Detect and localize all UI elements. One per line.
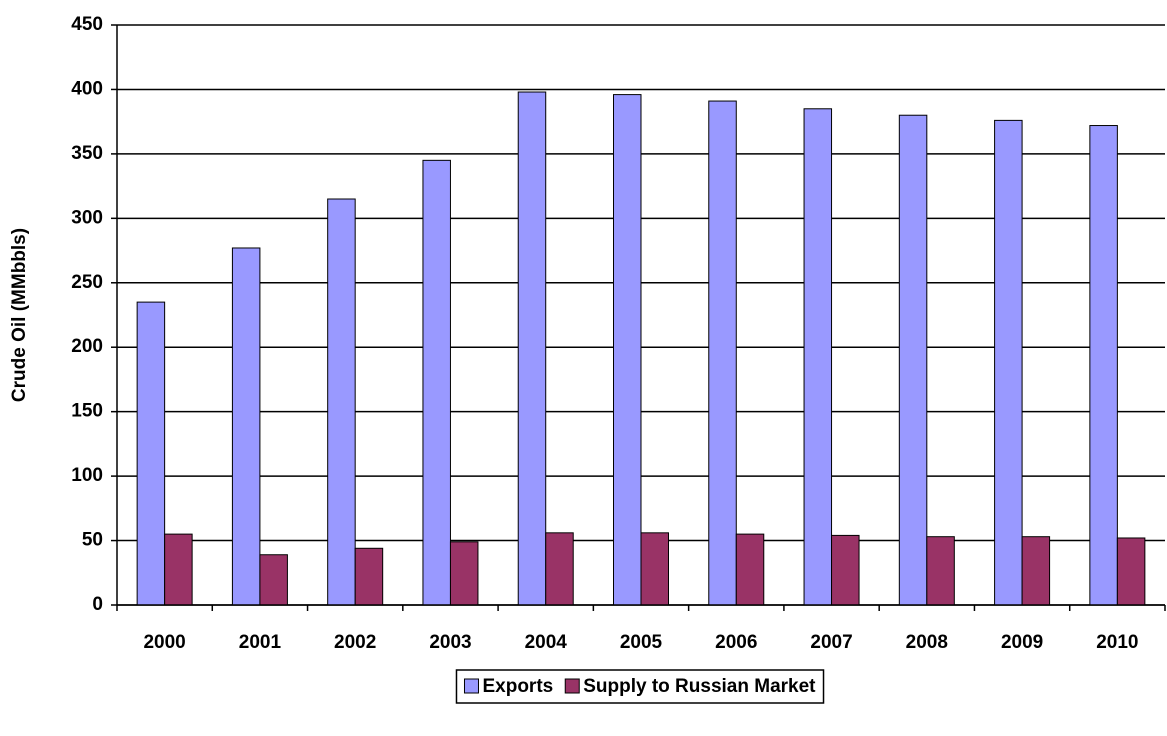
y-tick-label: 400 — [71, 78, 103, 99]
y-tick-label: 300 — [71, 207, 103, 228]
y-tick-label: 0 — [92, 594, 103, 615]
bar — [1116, 537, 1146, 606]
x-tick-label: 2006 — [715, 632, 757, 653]
bar — [708, 100, 737, 606]
x-tick-label: 2009 — [1001, 632, 1043, 653]
bar — [136, 301, 166, 606]
bar — [422, 159, 451, 606]
bar — [994, 119, 1023, 606]
bar — [1021, 536, 1051, 606]
y-tick-label: 350 — [71, 143, 103, 164]
legend-label: Supply to Russian Market — [583, 676, 816, 697]
y-axis-title: Crude Oil (MMbbls) — [9, 228, 30, 402]
bar — [259, 554, 288, 606]
bar — [613, 94, 642, 606]
bar — [898, 114, 928, 606]
bar — [327, 198, 356, 606]
bar — [164, 533, 193, 606]
bar — [1089, 125, 1118, 606]
y-tick-label: 450 — [71, 14, 103, 35]
y-tick-label: 50 — [82, 530, 103, 551]
y-tick-label: 200 — [71, 336, 103, 357]
bar — [545, 532, 574, 606]
x-tick-label: 2007 — [810, 632, 852, 653]
bar — [640, 532, 669, 606]
y-tick-label: 250 — [71, 272, 103, 293]
legend-swatch — [463, 678, 479, 694]
bar — [517, 91, 547, 606]
x-tick-label: 2002 — [334, 632, 376, 653]
bar — [831, 534, 860, 606]
legend-swatch — [564, 678, 580, 694]
x-tick-label: 2005 — [620, 632, 663, 653]
x-tick-label: 2004 — [525, 632, 568, 653]
bar — [354, 547, 384, 606]
bar — [735, 533, 765, 606]
x-tick-label: 2000 — [143, 632, 185, 653]
x-tick-label: 2003 — [429, 632, 471, 653]
y-tick-label: 100 — [71, 465, 103, 486]
bar — [449, 541, 479, 606]
legend-box — [455, 669, 825, 704]
x-tick-label: 2001 — [239, 632, 282, 653]
bar — [803, 108, 833, 606]
bar — [231, 247, 261, 606]
y-tick-label: 150 — [71, 401, 103, 422]
x-tick-label: 2008 — [906, 632, 948, 653]
legend-label: Exports — [482, 676, 553, 697]
x-tick-label: 2010 — [1096, 632, 1138, 653]
bar — [926, 536, 955, 606]
